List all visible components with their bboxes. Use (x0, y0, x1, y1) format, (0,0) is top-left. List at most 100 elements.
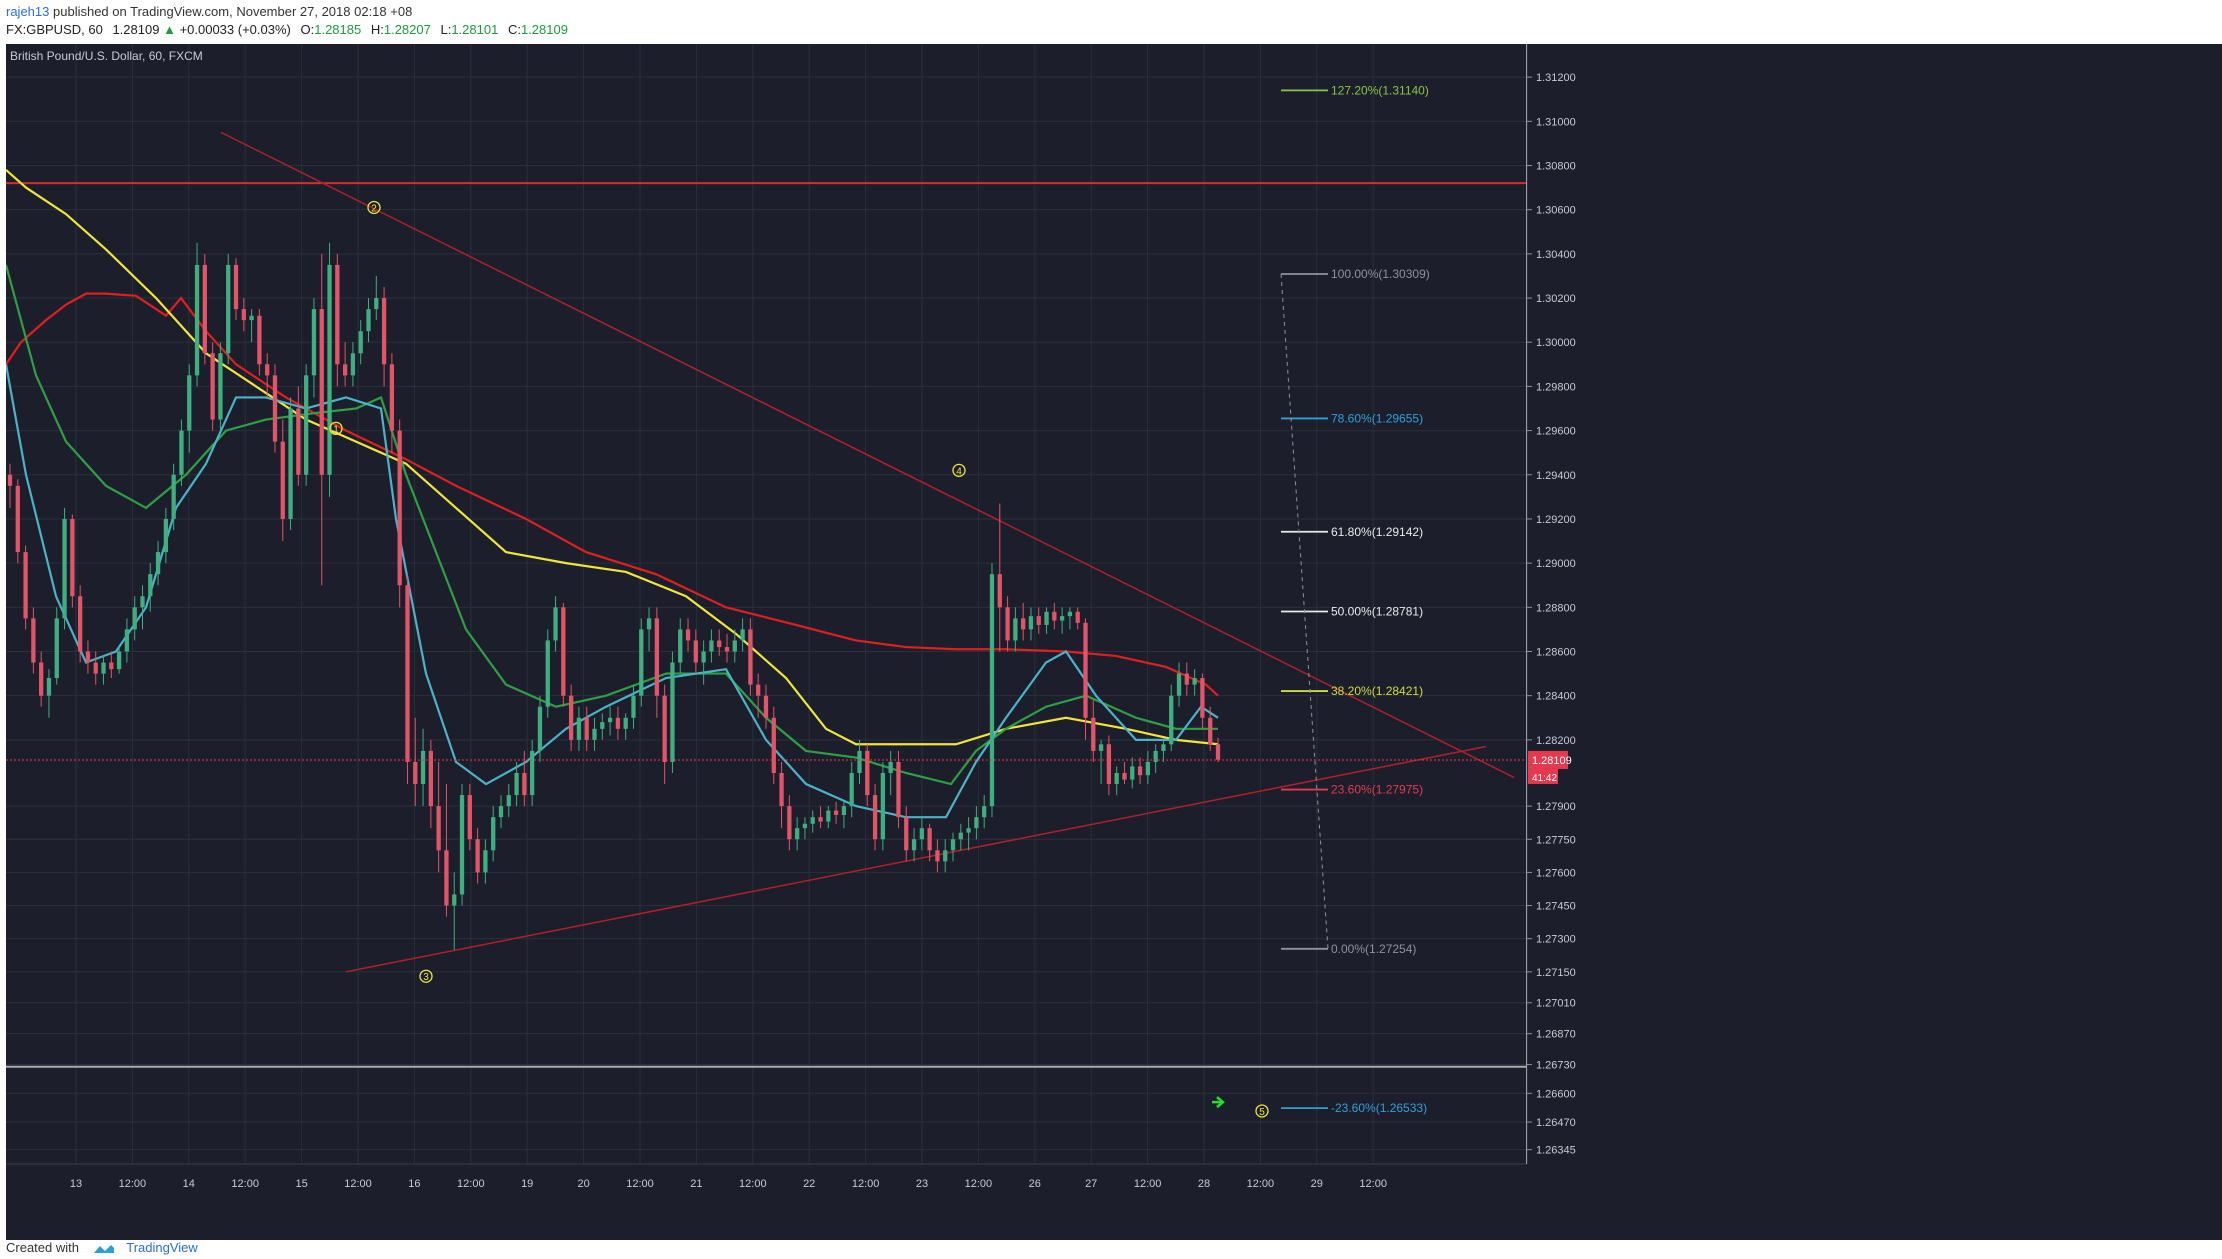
open-label: O: (300, 22, 315, 37)
plot-background (6, 44, 1526, 1164)
candle-up (194, 264, 200, 376)
price-tick-label: 1.29800 (1536, 381, 1576, 393)
last-price: 1.28109 (112, 22, 160, 37)
time-tick-label: 19 (521, 1178, 533, 1190)
fib-trend-line (1280, 273, 1329, 949)
wave-label-circle (952, 463, 966, 478)
candle-up (1176, 673, 1182, 696)
time-tick-label: 12:00 (965, 1178, 993, 1190)
candle-up (327, 264, 332, 475)
indicator-line-3 (6, 364, 1219, 819)
candle-down (467, 795, 472, 840)
chart-area[interactable]: 127.20%(1.31140) 100.00%(1.30309) 78.60%(1… (6, 44, 2222, 1240)
candle-down (405, 585, 410, 762)
author-link[interactable]: rajeh13 (6, 4, 50, 19)
candle-down (389, 364, 395, 431)
candle-down (1052, 611, 1057, 621)
price-chart[interactable]: 127.20%(1.31140) 100.00%(1.30309) 78.60%(1… (6, 44, 2222, 1240)
candle-down (787, 806, 792, 840)
fib-level-label: 100.00%(1.30309) (1331, 267, 1430, 281)
candle-up (358, 331, 363, 354)
time-tick-label: 12:00 (231, 1178, 259, 1190)
candle-up (592, 728, 597, 740)
wave-label-circle (367, 200, 381, 215)
candle-up (709, 640, 714, 652)
candle-up (116, 651, 122, 670)
price-tick-label: 1.31200 (1536, 72, 1576, 84)
candle-down (1122, 772, 1127, 780)
countdown-badge (1528, 768, 1558, 784)
symbol-label[interactable]: FX:GBPUSD, 60 (6, 22, 103, 37)
current-price-badge (1528, 750, 1568, 769)
candle-up (553, 607, 558, 641)
candle-up (919, 828, 924, 840)
price-tick-label: 1.27150 (1536, 967, 1576, 979)
wave-label: 4 (956, 466, 962, 477)
price-tick-label: 1.26730 (1536, 1060, 1576, 1072)
green-arrow-icon (1212, 1096, 1225, 1109)
candle-down (935, 850, 940, 862)
price-tick-label: 1.29400 (1536, 470, 1576, 482)
price-tick-label: 1.28400 (1536, 691, 1576, 703)
time-tick-label: 20 (577, 1178, 589, 1190)
time-tick-label: 14 (183, 1178, 195, 1190)
fib-level-label: 78.60%(1.29655) (1331, 411, 1423, 425)
candle-down (717, 640, 722, 648)
candle-up (670, 662, 675, 762)
price-tick-label: 1.27010 (1536, 998, 1576, 1010)
candle-down (296, 408, 301, 475)
candle-up (966, 828, 971, 833)
price-tick-label: 1.31000 (1536, 116, 1576, 128)
fib-level-label: 50.00%(1.28781) (1331, 605, 1423, 619)
candle-up (623, 717, 628, 729)
footer: Created with TradingView (6, 1240, 198, 1259)
candle-down (109, 662, 114, 670)
candle-down (1137, 766, 1143, 776)
time-tick-label: 29 (1311, 1178, 1323, 1190)
candle-up (795, 828, 800, 840)
candle-down (1215, 744, 1221, 760)
candle-down (436, 806, 441, 851)
price-tick-label: 1.26345 (1536, 1145, 1576, 1157)
price-tick-label: 1.29200 (1536, 514, 1576, 526)
tradingview-link[interactable]: TradingView (126, 1240, 198, 1255)
candle-down (693, 640, 698, 663)
candle-up (1013, 618, 1018, 641)
candle-down (1184, 673, 1189, 685)
candle-down (7, 474, 13, 486)
close-value: 1.28109 (520, 22, 568, 37)
candle-up (304, 375, 309, 475)
chart-header: rajeh13 published on TradingView.com, No… (0, 0, 2222, 42)
candle-down (77, 596, 83, 652)
candle-up (1153, 750, 1158, 762)
candle-down (561, 607, 566, 696)
candle-up (802, 823, 808, 829)
candle-up (810, 817, 815, 824)
candle-down (1075, 611, 1080, 623)
price-tick-label: 1.27750 (1536, 834, 1576, 846)
price-tick-label: 1.30800 (1536, 160, 1576, 172)
chart-title: British Pound/U.S. Dollar, 60, FXCM (10, 49, 203, 63)
candle-down (335, 264, 340, 365)
candle-up (530, 750, 535, 796)
candle-down (444, 850, 449, 906)
indicator-line-2 (6, 264, 1218, 786)
time-tick-label: 12:00 (739, 1178, 767, 1190)
candle-up (888, 761, 893, 773)
indicator-line-0 (6, 292, 1219, 697)
candle-up (1028, 616, 1034, 630)
candle-up (911, 839, 917, 851)
candle-up (639, 629, 644, 696)
candle-up (607, 717, 613, 723)
candle-up (678, 629, 683, 663)
trendline (345, 745, 1487, 973)
candle-up (101, 662, 106, 674)
time-tick-label: 12:00 (626, 1178, 654, 1190)
candle-down (1200, 678, 1205, 718)
candle-up (1130, 766, 1135, 780)
candle-up (982, 806, 987, 818)
wave-label-circle (419, 969, 433, 983)
open-value: 1.28185 (314, 22, 362, 37)
price-tick-label: 1.28800 (1536, 602, 1576, 614)
candle-down (568, 695, 574, 740)
